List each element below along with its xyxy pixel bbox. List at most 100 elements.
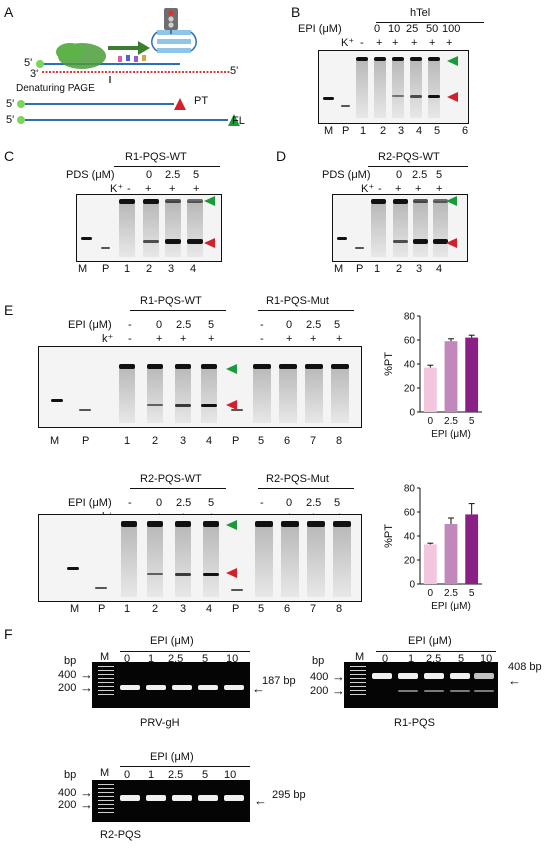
- gel-band: [323, 97, 334, 100]
- x-tick-label-2: 5: [469, 416, 475, 427]
- panel-b-epi-label: EPI (μM): [298, 23, 342, 35]
- panel-d-conc-1: 2.5: [412, 169, 428, 181]
- ladder-band: [98, 792, 114, 793]
- gel-lane-smear: [331, 365, 349, 423]
- bar-0: [423, 544, 437, 584]
- e-top-epi-label: EPI (μM): [68, 319, 112, 331]
- f-r2-epi-label: EPI (μM): [150, 751, 194, 763]
- bar-chart-top: 0 20 40 60 80 0 2.5 5 %PT EPI (μM): [383, 312, 482, 440]
- gel-band: [81, 237, 92, 240]
- f-r2-200: 200: [58, 799, 77, 811]
- e-bot-mut-conc-0: -: [260, 497, 264, 509]
- e-bot-lane-6: P: [232, 603, 240, 615]
- gel-band: [392, 57, 404, 61]
- panel-c-k-label: K⁺: [110, 183, 124, 195]
- pcr-band: [372, 673, 392, 679]
- e-top-lane-2: 1: [124, 435, 131, 447]
- e-bot-lane-2: 1: [124, 603, 131, 615]
- fl-arrowhead: [447, 56, 458, 66]
- panel-d-lane-p: P: [356, 263, 364, 275]
- e-bot-lane-4: 3: [180, 603, 187, 615]
- panel-b-lane-5: 5: [434, 125, 441, 137]
- bar-chart-bottom: 0 20 40 60 80 0 2.5 5 %PT EPI (μM): [383, 484, 482, 612]
- gel-band: [203, 573, 219, 576]
- f-r2-epi-line: [120, 766, 250, 767]
- pcr-band: [398, 673, 418, 679]
- y-tick-label: 80: [404, 484, 416, 495]
- f-r2-name: R2-PQS: [100, 829, 141, 841]
- arrow-left-icon: ←: [254, 793, 267, 808]
- f-prv-size: 187 bp: [262, 675, 296, 687]
- bar-0: [423, 367, 437, 412]
- e-top-mut-conc-1: 0: [286, 319, 293, 331]
- gel-band: [356, 57, 368, 61]
- f-r1-epi-label: EPI (μM): [408, 635, 452, 647]
- f-prv-conc-4: 10: [226, 653, 239, 665]
- ladder-band: [98, 784, 114, 785]
- panel-b-gel: [318, 50, 469, 124]
- fl-arrowhead: [446, 196, 457, 206]
- panel-b-lane-p: P: [342, 125, 350, 137]
- gel-lane-smear: [392, 58, 404, 118]
- e-top-wt-title: R1-PQS-WT: [140, 295, 202, 307]
- pt-arrowhead: [226, 568, 237, 578]
- gel-lane-smear: [203, 523, 219, 597]
- e-top-wt-conc-3: 5: [208, 319, 215, 331]
- panel-d-gel: [332, 194, 468, 262]
- f-r1-conc-4: 10: [480, 653, 493, 665]
- e-top-lane-9: 7: [310, 435, 317, 447]
- gel-band: [79, 409, 91, 411]
- ladder-band: [98, 808, 114, 809]
- ladder-band: [98, 800, 114, 801]
- fl-arrowhead: [204, 196, 215, 206]
- panel-d-conc-2: 5: [436, 169, 443, 181]
- f-r1-conc-0: 0: [382, 653, 389, 665]
- panel-b-k-4: +: [429, 37, 436, 49]
- panel-b-conc-0: 0: [374, 23, 381, 35]
- panel-d-lane-2: 2: [396, 263, 403, 275]
- panel-b-lane-3: 3: [398, 125, 405, 137]
- e-top-lane-8: 6: [284, 435, 291, 447]
- ladder-band: [350, 682, 366, 683]
- panel-b-k-label: K⁺: [341, 37, 355, 49]
- f-r1-conc-1: 1: [408, 653, 415, 665]
- x-tick-label-0: 0: [428, 416, 434, 427]
- f-r1-epi-line: [376, 651, 496, 652]
- e-top-k-mut-1: +: [286, 333, 293, 345]
- f-r1-400: 400: [310, 671, 329, 683]
- panel-b-k-0: -: [360, 37, 364, 49]
- panel-b-lane-m: M: [324, 125, 334, 137]
- y-tick-label: 60: [404, 508, 416, 519]
- panel-b-k-5: +: [446, 37, 453, 49]
- gel-band: [374, 57, 386, 61]
- gel-band: [175, 404, 191, 407]
- arrow-right-icon: →: [332, 669, 345, 684]
- y-tick-label: 40: [404, 532, 416, 543]
- gel-lane-smear: [175, 365, 191, 423]
- panel-b-k-3: +: [411, 37, 418, 49]
- pcr-band: [224, 685, 244, 690]
- panel-b-conc-1: 10: [388, 23, 401, 35]
- five-prime-fl: 5': [6, 114, 15, 126]
- f-r2-conc-0: 0: [124, 769, 131, 781]
- pcr-band: [146, 795, 166, 801]
- panel-c-pds-label: PDS (μM): [66, 169, 115, 181]
- e-bot-mut-conc-1: 0: [286, 497, 293, 509]
- gel-lane-smear: [433, 201, 448, 257]
- gel-band: [428, 57, 440, 61]
- ladder-band: [98, 686, 114, 687]
- arrow-right-icon: →: [80, 785, 93, 800]
- gel-band: [231, 589, 243, 591]
- panel-c-conc-0: 0: [146, 169, 153, 181]
- x-tick-label-2: 5: [469, 588, 475, 599]
- panel-c-k-2: +: [169, 183, 176, 195]
- gel-band: [119, 199, 135, 204]
- panel-c-lane-1: 1: [124, 263, 131, 275]
- gel-lane-smear: [281, 523, 299, 597]
- panel-b-conc-3: 50: [426, 23, 439, 35]
- gel-lane-smear: [307, 523, 325, 597]
- f-r1-name: R1-PQS: [394, 717, 435, 729]
- gel-band: [147, 404, 163, 406]
- e-bot-lane-5: 4: [206, 603, 213, 615]
- e-top-lane-1: P: [82, 435, 90, 447]
